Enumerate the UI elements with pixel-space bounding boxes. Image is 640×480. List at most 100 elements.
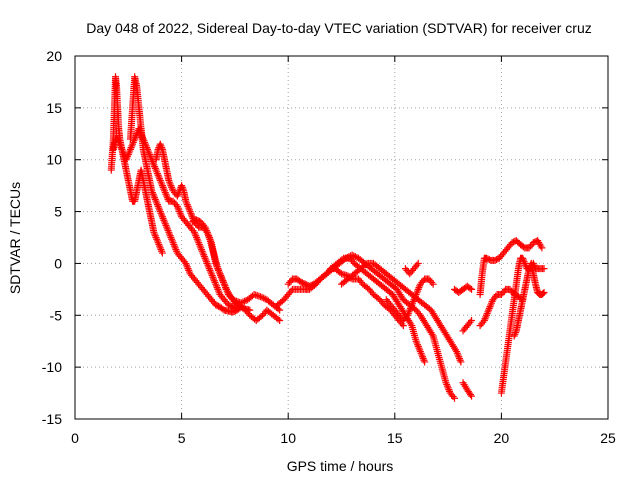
data-point [158,182,166,190]
data-point [195,240,203,248]
data-point [202,225,210,233]
data-point [445,386,453,394]
data-point [455,355,463,362]
data-point [210,275,218,283]
data-point [519,256,527,264]
data-point [156,175,164,183]
data-point [190,228,198,236]
y-tick-label: -15 [42,411,62,427]
data-point [135,125,143,133]
data-point [166,180,174,188]
data-point [159,214,167,222]
data-point [136,126,144,134]
data-point [216,270,224,278]
data-point [409,297,417,305]
data-point [153,199,161,207]
data-point [211,278,219,286]
data-point [404,311,412,319]
data-point [414,287,422,295]
data-point [131,133,139,141]
data-point [140,137,148,145]
data-point [416,346,424,354]
data-point [521,259,529,267]
data-point [162,221,170,229]
data-point [157,246,165,254]
data-point [194,237,202,245]
data-point [454,351,462,359]
data-point [161,220,169,228]
data-point [152,234,160,241]
y-axis-label: SDTVAR / TECUs [7,182,23,294]
data-point [128,142,136,150]
data-point [148,157,156,165]
data-point [208,272,216,280]
data-point [213,284,221,292]
data-point [209,273,217,281]
data-point [419,353,427,361]
data-point [468,392,476,400]
data-point [357,278,365,286]
data-point [196,242,204,250]
data-point [157,142,165,150]
data-point [158,180,166,188]
data-point [205,232,213,240]
data-point [201,223,209,231]
data-point [198,247,206,255]
y-tick-label: 20 [46,48,62,64]
data-point [413,289,421,297]
data-point [538,244,546,252]
y-tick-labels: -15 -10 -5 0 5 10 15 20 [42,48,62,427]
data-point [114,137,122,145]
data-point [178,182,186,190]
data-point [418,351,426,359]
data-point [160,185,168,193]
data-point [218,275,226,283]
data-point [151,194,159,202]
data-point [163,192,171,200]
x-tick-label: 0 [71,430,79,446]
data-point [214,285,222,293]
series-track-10 [382,275,437,324]
data-point [178,183,186,191]
data-point [405,308,413,316]
data-point [202,256,210,264]
data-point [203,228,211,236]
data-point [151,195,159,203]
data-point [174,204,182,212]
y-tick-label: 5 [54,204,62,220]
data-point [416,348,424,356]
x-tick-label: 20 [494,430,510,446]
data-point [200,251,208,259]
data-point [117,144,125,152]
data-point [485,306,493,314]
chart-title: Day 048 of 2022, Sidereal Day-to-day VTE… [86,20,592,36]
data-point [212,282,220,290]
data-point [215,266,223,274]
data-point [116,142,124,150]
data-point [407,320,415,328]
data-point [167,234,175,241]
data-point [204,261,212,269]
data-point [146,152,154,160]
data-point [349,258,357,266]
data-point [163,223,171,231]
data-point [287,287,295,295]
y-tick-label: 10 [46,152,62,168]
data-point [419,355,427,362]
data-point [480,316,488,324]
data-point [257,313,265,321]
data-point [222,284,230,292]
data-point [411,294,419,302]
data-point [152,166,160,174]
data-point [146,151,154,159]
data-point [141,138,149,146]
data-point [156,206,164,214]
data-point [278,297,286,305]
data-point [215,268,223,276]
data-point [129,140,137,148]
data-point [173,202,181,210]
data-point [127,144,135,152]
series-track-9 [338,259,465,366]
data-point [151,163,159,171]
data-point [158,211,166,219]
